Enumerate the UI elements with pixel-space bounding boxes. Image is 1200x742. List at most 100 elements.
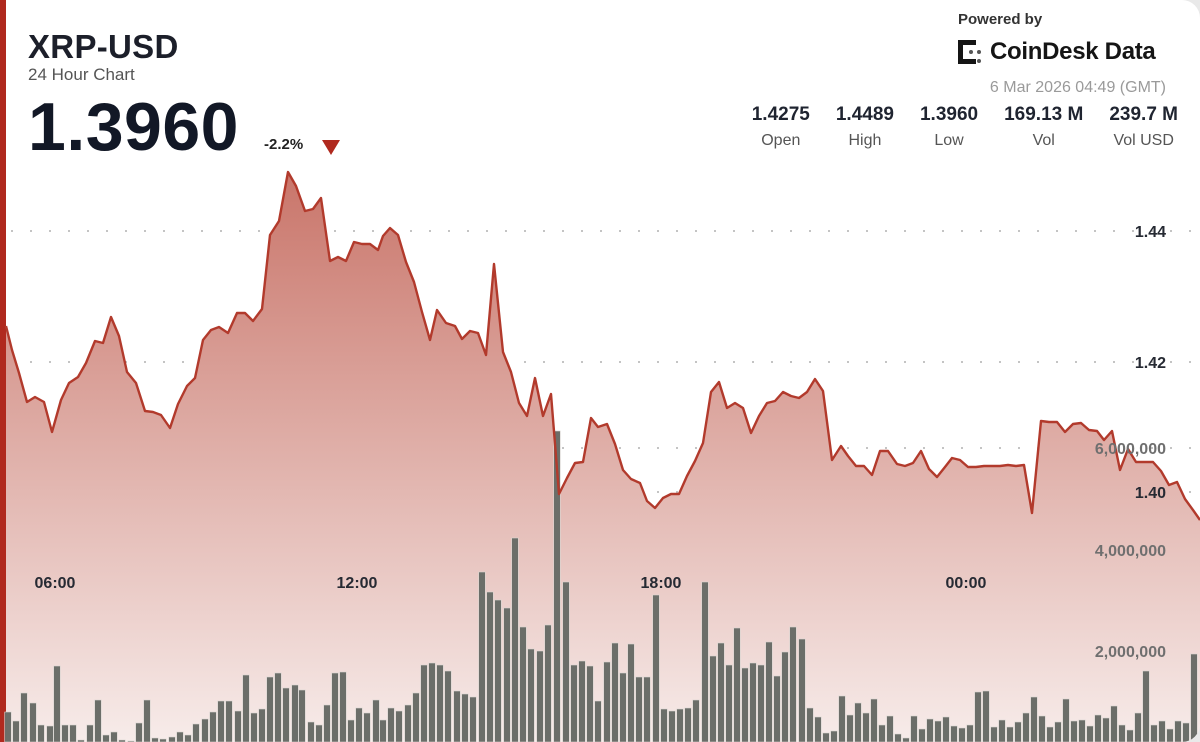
volume-bar — [652, 594, 660, 742]
volume-bar — [990, 726, 998, 742]
volume-bar — [668, 710, 676, 742]
volume-bar — [586, 665, 594, 742]
volume-bar — [217, 700, 225, 742]
volume-bar — [627, 643, 635, 742]
volume-bar — [282, 687, 290, 742]
volume-bar — [749, 662, 757, 742]
volume-bar — [519, 626, 527, 742]
volume-bar — [469, 696, 477, 742]
volume-bar — [701, 581, 709, 742]
volume-bar — [570, 664, 578, 742]
volume-bar — [1022, 712, 1030, 742]
volume-bar — [291, 684, 299, 742]
coindesk-logo-icon — [958, 40, 981, 64]
volume-bar — [536, 650, 544, 742]
volume-bar — [692, 699, 700, 742]
volume-bar — [298, 689, 306, 742]
volume-bar — [594, 700, 602, 742]
volume-bar — [725, 664, 733, 742]
time-axis-label: 06:00 — [35, 575, 76, 592]
volume-bar — [1134, 712, 1142, 742]
volume-bar — [461, 693, 469, 742]
stat-open: 1.4275 Open — [752, 104, 810, 150]
stat-value: 169.13 M — [1004, 104, 1084, 125]
volume-bar — [1078, 719, 1086, 742]
volume-bar — [503, 607, 511, 742]
volume-bar — [372, 699, 380, 742]
volume-bar — [603, 661, 611, 742]
stat-label: Vol USD — [1113, 132, 1174, 149]
volume-bar — [862, 712, 870, 742]
volume-bar — [323, 704, 331, 742]
volume-bar — [757, 664, 765, 742]
volume-bar — [942, 716, 950, 742]
timestamp: 6 Mar 2026 04:49 (GMT) — [989, 79, 1166, 96]
volume-bar — [102, 734, 110, 742]
volume-axis-label: 2,000,000 — [1095, 644, 1166, 661]
volume-bar — [94, 699, 102, 742]
volume-bar — [958, 727, 966, 742]
stat-value: 1.3960 — [919, 104, 979, 125]
volume-bar — [974, 691, 982, 742]
down-arrow-icon — [322, 140, 340, 155]
chart-subtitle: 24 Hour Chart — [28, 65, 135, 84]
volume-bar — [773, 675, 781, 742]
volume-bar — [1190, 653, 1198, 742]
volume-bar — [151, 737, 159, 742]
volume-bar — [511, 537, 519, 742]
volume-bar — [934, 720, 942, 742]
volume-bar — [781, 651, 789, 742]
volume-bar — [242, 674, 250, 742]
volume-bar — [982, 690, 990, 742]
volume-bar — [643, 676, 651, 742]
volume-bar — [201, 718, 209, 742]
volume-bar — [684, 707, 692, 742]
volume-bar — [1158, 720, 1166, 742]
volume-bar — [902, 737, 910, 742]
volume-bar — [428, 662, 436, 742]
volume-bar — [918, 728, 926, 742]
time-axis-label: 18:00 — [641, 575, 682, 592]
volume-bar — [494, 599, 502, 742]
volume-bar — [676, 708, 684, 742]
volume-bar — [274, 672, 282, 742]
stat-label: Vol — [1032, 132, 1055, 149]
volume-bar — [234, 710, 242, 742]
volume-bar — [717, 642, 725, 742]
volume-bar — [46, 725, 54, 742]
volume-bar — [395, 710, 403, 742]
volume-bar — [544, 624, 552, 742]
volume-bar — [250, 712, 258, 742]
volume-bar — [307, 721, 315, 742]
symbol-title: XRP-USD — [28, 28, 179, 65]
volume-bar — [61, 724, 69, 742]
volume-bar — [998, 719, 1006, 742]
volume-bar — [53, 665, 61, 742]
volume-bar — [1118, 724, 1126, 742]
price-axis-label: 1.40 — [1135, 485, 1166, 502]
volume-bar — [894, 733, 902, 742]
volume-bar — [1054, 721, 1062, 742]
volume-bar — [86, 724, 94, 742]
stat-value: 1.4489 — [835, 104, 894, 125]
stat-label: Open — [761, 132, 801, 149]
volume-bar — [886, 715, 894, 742]
volume-bar — [135, 722, 143, 742]
volume-bar — [806, 707, 814, 742]
volume-bar — [838, 695, 846, 742]
stats-row: 1.4275 Open 1.4489 High 1.3960 Low 169.1… — [726, 104, 1178, 150]
accent-bar — [0, 0, 6, 742]
volume-bar — [355, 707, 363, 742]
stat-value: 239.7 M — [1109, 104, 1178, 125]
volume-bar — [110, 731, 118, 742]
volume-bar — [478, 571, 486, 742]
volume-bar — [830, 730, 838, 742]
volume-bar — [486, 591, 494, 742]
stat-high: 1.4489 High — [836, 104, 894, 150]
price-axis-label: 1.42 — [1135, 355, 1166, 372]
volume-bar — [870, 698, 878, 742]
volume-bar — [192, 723, 200, 742]
volume-bar — [420, 664, 428, 742]
stat-vol: 169.13 M Vol — [1004, 104, 1083, 150]
